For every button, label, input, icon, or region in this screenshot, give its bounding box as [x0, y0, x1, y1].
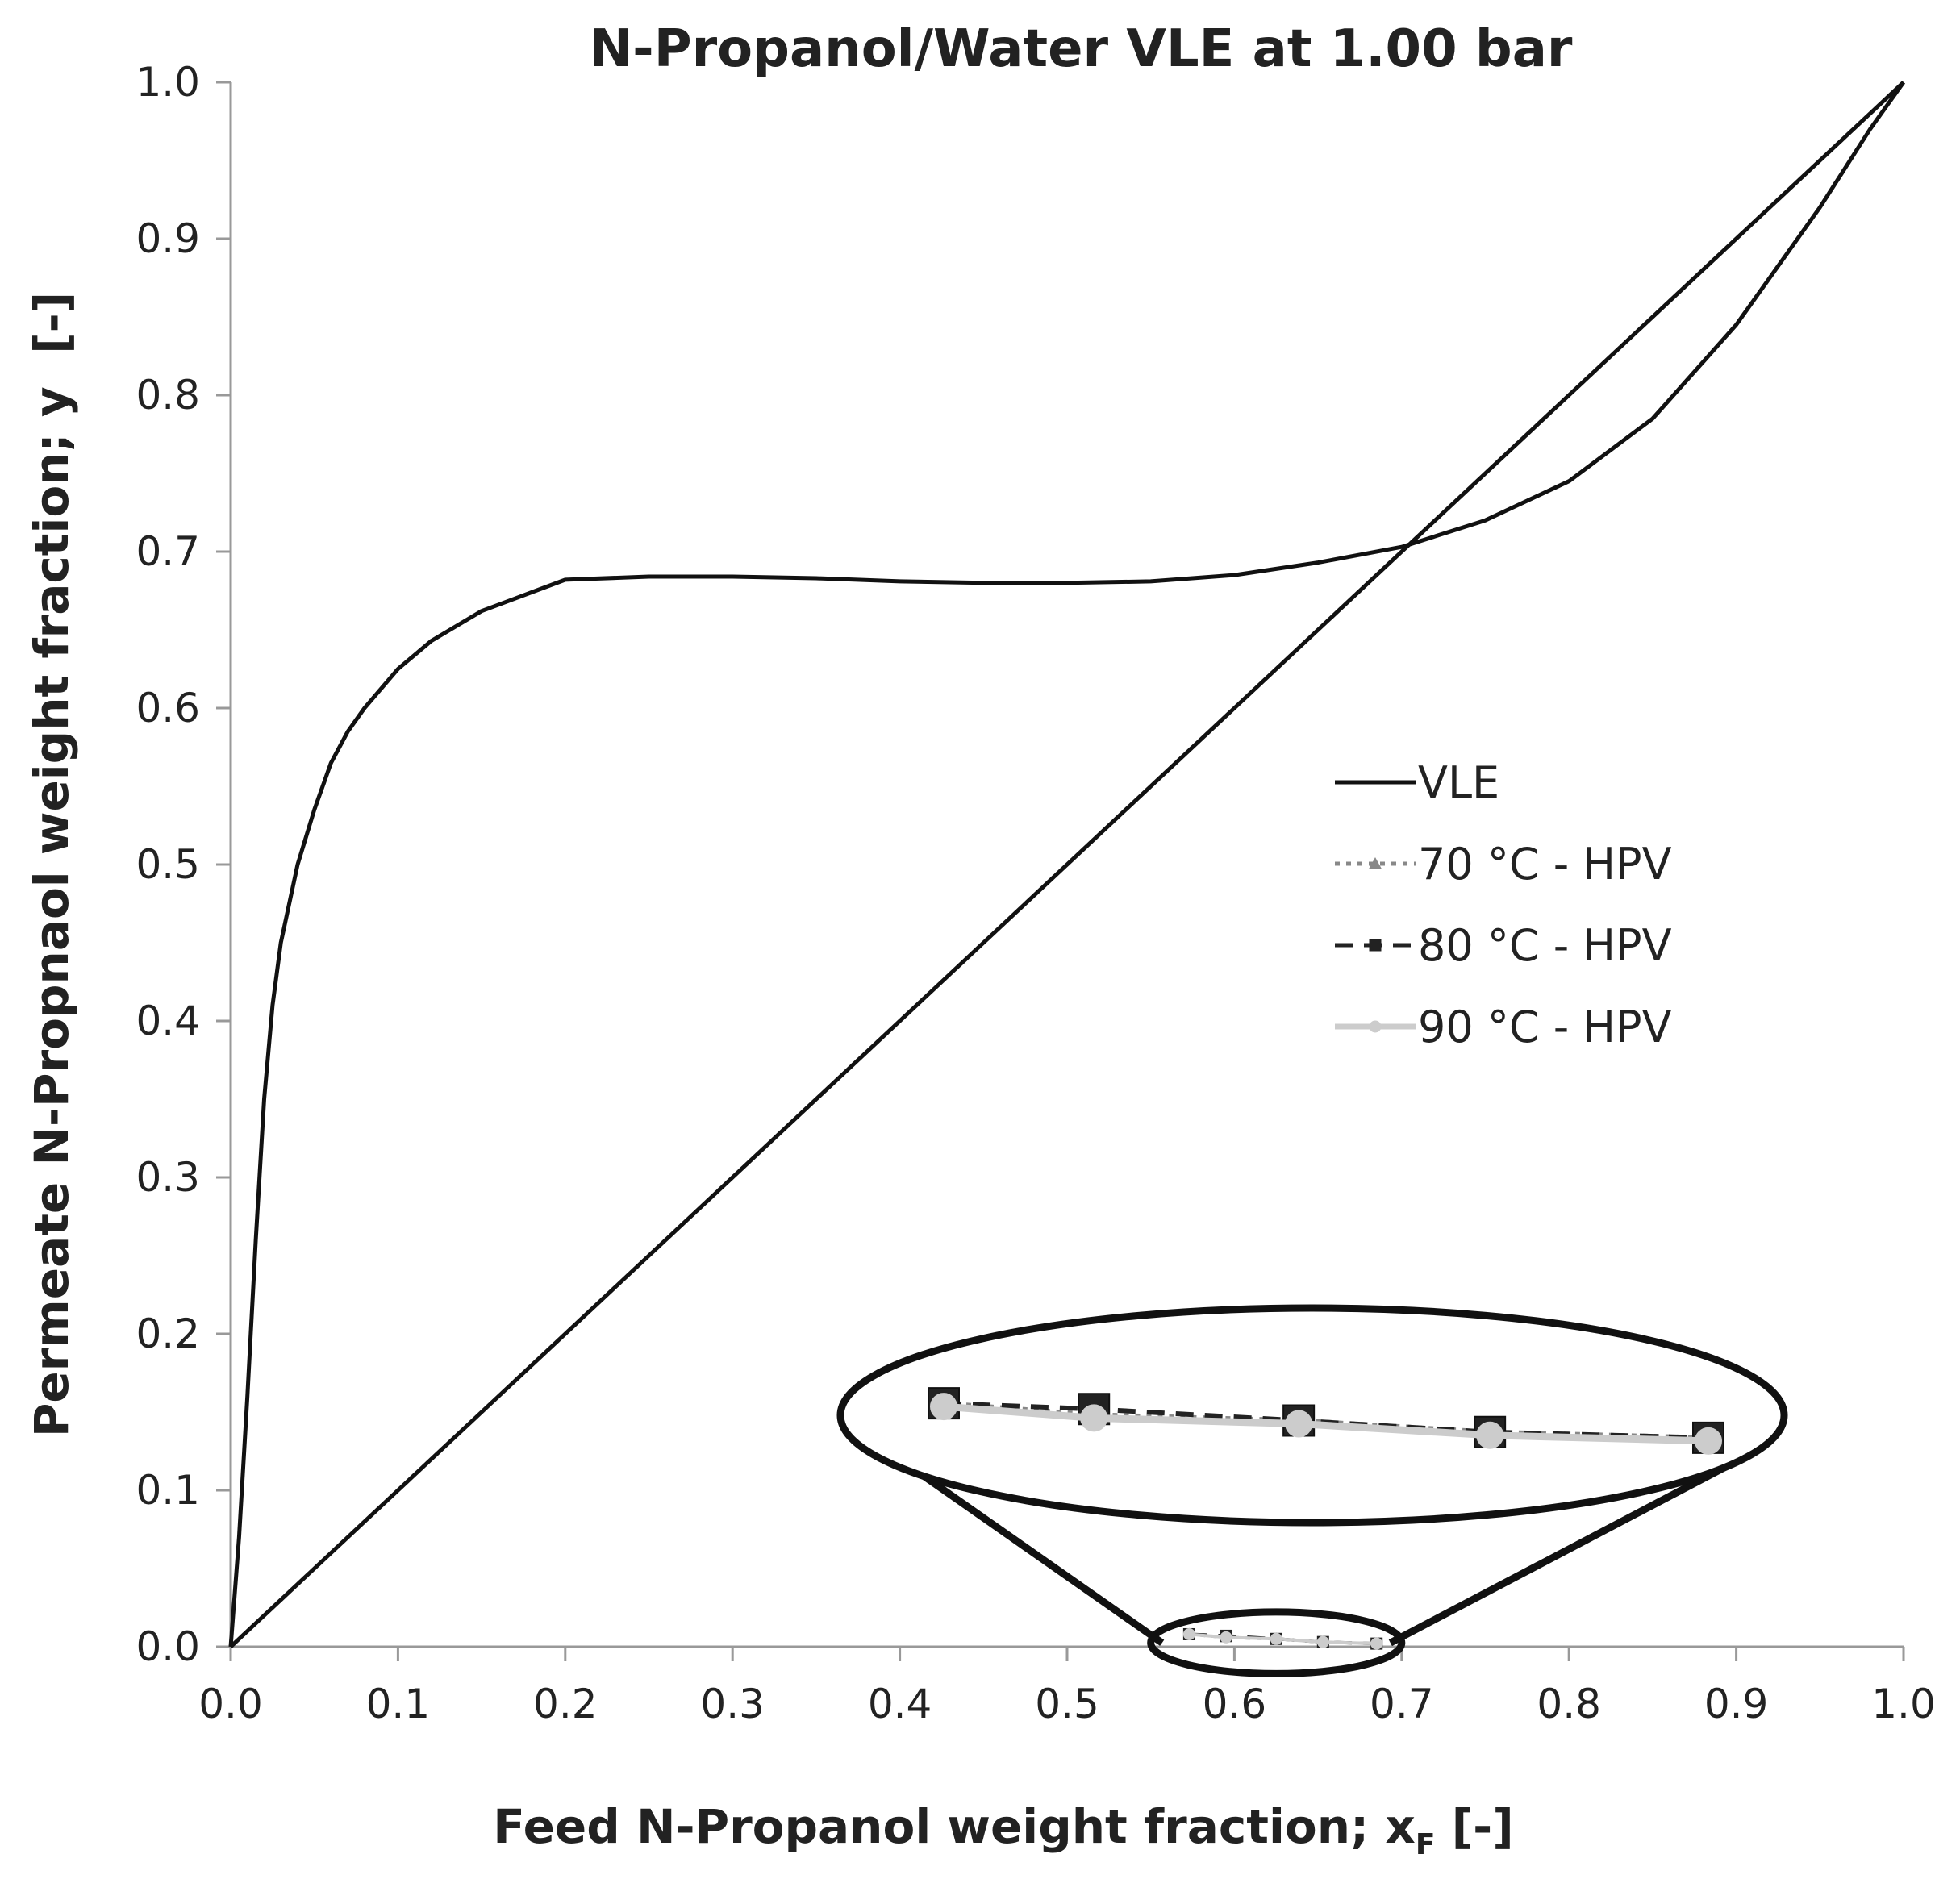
zoom-connector-right — [1388, 1460, 1734, 1647]
series-x-y — [229, 81, 1905, 1648]
x-axis-title-main: Feed N-Propanol weight fraction; x — [493, 1799, 1416, 1854]
data-point — [1080, 1404, 1108, 1432]
legend-label: 90 °C - HPV — [1418, 1002, 1672, 1052]
y-tick-label: 0.5 — [136, 841, 200, 888]
series-line — [229, 81, 1905, 1648]
zoom-connector-left — [895, 1454, 1165, 1646]
data-point — [1369, 939, 1382, 952]
x-axis-title-subscript: F — [1416, 1828, 1436, 1861]
x-tick-label: 0.8 — [1537, 1681, 1601, 1727]
y-tick-label: 0.6 — [136, 685, 200, 731]
y-tick-label: 0.8 — [136, 372, 200, 419]
data-point — [1182, 1627, 1195, 1640]
x-tick-label: 0.9 — [1704, 1681, 1769, 1727]
x-tick-label: 0.7 — [1370, 1681, 1434, 1727]
y-tick-label: 1.0 — [136, 59, 200, 106]
x-tick-label: 0.3 — [700, 1681, 765, 1727]
series-90-c-hpv — [1182, 1627, 1383, 1650]
zoom-series-90-c-hpv — [930, 1393, 1722, 1455]
chart-title: N-Propanol/Water VLE at 1.00 bar — [590, 19, 1573, 79]
y-tick-label: 0.3 — [136, 1154, 200, 1201]
x-tick-label: 0.0 — [198, 1681, 263, 1727]
y-tick-label: 0.1 — [136, 1467, 200, 1514]
x-tick-label: 0.1 — [366, 1681, 431, 1727]
x-axis-title: Feed N-Propanol weight fraction; xF [-] — [493, 1799, 1513, 1861]
legend-label: VLE — [1418, 757, 1499, 808]
series-layer — [228, 81, 1906, 1650]
legend-label: 70 °C - HPV — [1418, 839, 1672, 890]
zoom-inset — [836, 1304, 1788, 1677]
legend-item-vle: VLE — [1335, 757, 1499, 808]
zoom-source-ellipse — [1147, 1608, 1406, 1677]
y-tick-label: 0.0 — [136, 1623, 200, 1670]
data-point — [1270, 1632, 1282, 1645]
data-point — [1220, 1631, 1232, 1644]
x-tick-label: 0.5 — [1035, 1681, 1099, 1727]
legend: VLE 70 °C - HPV 80 °C - HPV 90 °C - HPV — [1335, 757, 1672, 1052]
legend-item-70-c-hpv: 70 °C - HPV — [1335, 839, 1672, 890]
data-point — [1285, 1410, 1313, 1438]
data-point — [1476, 1421, 1504, 1449]
x-tick-label: 1.0 — [1871, 1681, 1936, 1727]
data-point — [930, 1393, 957, 1421]
data-point — [1369, 1020, 1382, 1033]
y-tick-label: 0.4 — [136, 998, 200, 1044]
series-vle — [228, 81, 1906, 1648]
x-tick-label: 0.6 — [1203, 1681, 1267, 1727]
y-axis-title: Permeate N-Propnaol weight fraction; y [… — [24, 292, 79, 1437]
data-point — [1316, 1635, 1329, 1648]
y-ticks: 0.0 0.1 0.2 0.3 0.4 0.5 0.6 0.7 0.8 0.9 1.0 — [136, 59, 231, 1670]
data-point — [1370, 1637, 1383, 1650]
y-tick-label: 0.2 — [136, 1310, 200, 1357]
data-point — [1695, 1427, 1722, 1455]
legend-item-90-c-hpv: 90 °C - HPV — [1335, 1002, 1672, 1052]
x-tick-label: 0.2 — [533, 1681, 598, 1727]
x-ticks: 0.0 0.1 0.2 0.3 0.4 0.5 0.6 0.7 0.8 0.9 1.0 — [198, 1647, 1936, 1727]
y-tick-label: 0.9 — [136, 215, 200, 262]
legend-item-80-c-hpv: 80 °C - HPV — [1335, 920, 1672, 971]
y-tick-label: 0.7 — [136, 528, 200, 575]
x-tick-label: 0.4 — [868, 1681, 932, 1727]
data-point — [1369, 856, 1382, 869]
legend-label: 80 °C - HPV — [1418, 920, 1672, 971]
series-line — [228, 81, 1906, 1648]
x-axis-title-suffix: [-] — [1435, 1799, 1513, 1854]
